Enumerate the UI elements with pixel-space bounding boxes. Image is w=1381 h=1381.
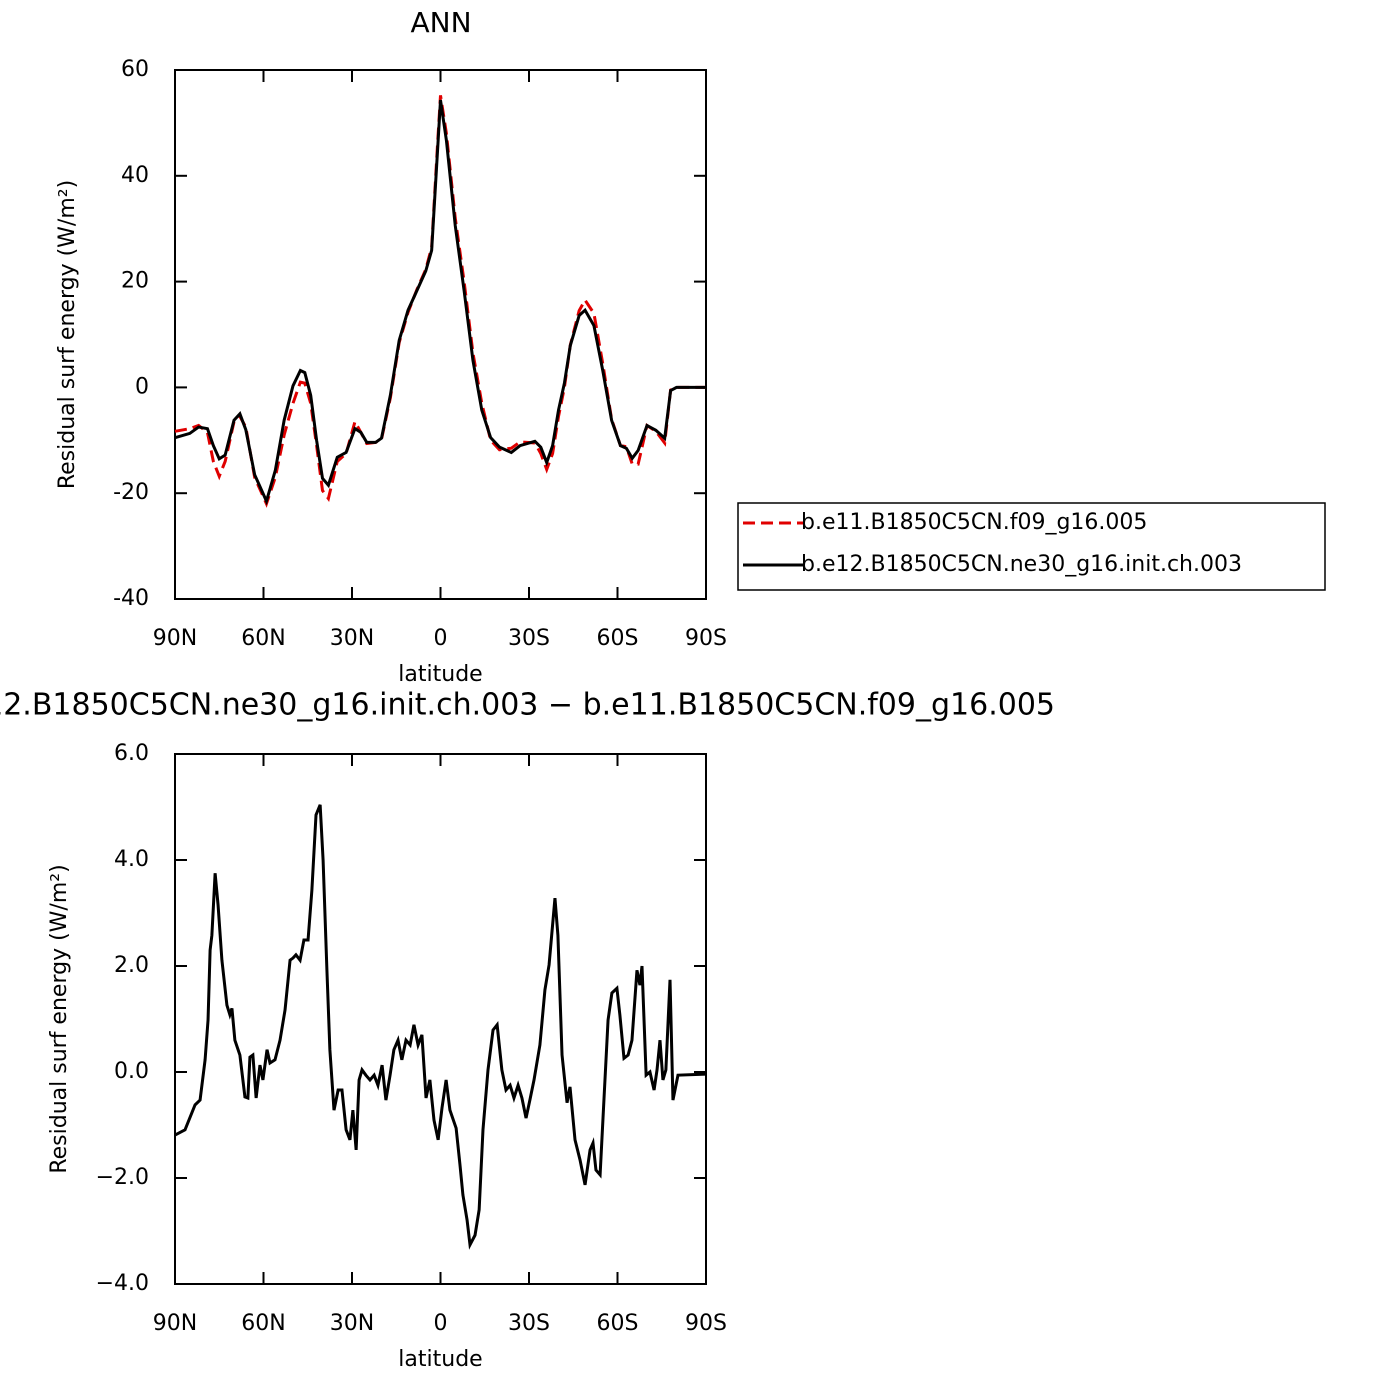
chart-title: ANN [410,6,471,39]
y-axis-label: Residual surf energy (W/m²) [47,864,72,1173]
y-tick-label: −4.0 [96,1271,149,1296]
legend-label: b.e12.B1850C5CN.ne30_g16.init.ch.003 [801,552,1242,577]
data-line [174,804,707,1250]
x-tick-label: 60S [597,1311,639,1336]
plot-frame [174,69,707,600]
y-tick-label: -40 [113,586,149,611]
x-tick-label: 90S [685,626,727,651]
y-tick-label: -20 [113,480,149,505]
x-tick-label: 30S [508,1311,550,1336]
x-tick-label: 60N [241,1311,285,1336]
x-tick-label: 30N [330,626,374,651]
y-tick-label: 0 [135,374,149,399]
x-tick-label: 90N [153,626,197,651]
data-line [174,95,706,508]
x-tick-label: 30N [330,1311,374,1336]
y-axis-label: Residual surf energy (W/m²) [55,180,80,489]
plot-frame [174,753,707,1285]
y-tick-label: 0.0 [114,1059,149,1084]
y-tick-label: 6.0 [114,741,149,766]
y-tick-label: 60 [121,57,149,82]
x-axis-label: latitude [398,1347,482,1372]
legend-label: b.e11.B1850C5CN.f09_g16.005 [801,510,1147,535]
x-tick-label: 0 [434,626,448,651]
y-tick-label: 4.0 [114,847,149,872]
x-tick-label: 90S [685,1311,727,1336]
x-tick-label: 0 [434,1311,448,1336]
x-tick-label: 90N [153,1311,197,1336]
chart-title: b.e12.B1850C5CN.ne30_g16.init.ch.003 − b… [0,688,1055,723]
x-axis-label: latitude [398,662,482,687]
y-tick-label: 20 [121,269,149,294]
y-tick-label: 2.0 [114,953,149,978]
x-tick-label: 60S [597,626,639,651]
y-tick-label: 40 [121,163,149,188]
data-line [174,99,706,506]
legend-box [737,502,1326,591]
x-tick-label: 60N [241,626,285,651]
y-tick-label: −2.0 [96,1165,149,1190]
x-tick-label: 30S [508,626,550,651]
